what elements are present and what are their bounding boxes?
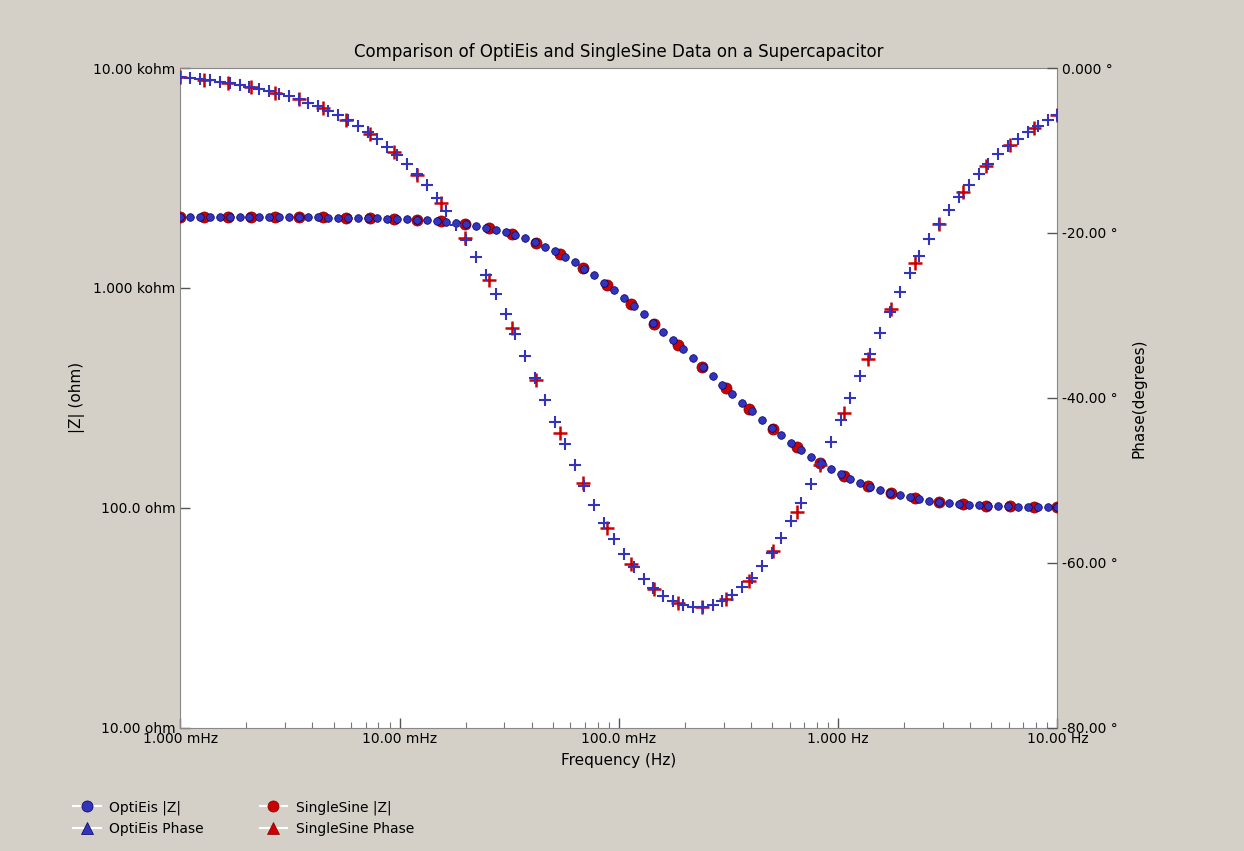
Title: Comparison of OptiEis and SingleSine Data on a Supercapacitor: Comparison of OptiEis and SingleSine Dat… xyxy=(355,43,883,61)
Y-axis label: Phase(degrees): Phase(degrees) xyxy=(1132,338,1147,458)
Y-axis label: |Z| (ohm): |Z| (ohm) xyxy=(68,363,85,433)
X-axis label: Frequency (Hz): Frequency (Hz) xyxy=(561,753,677,768)
Legend: OptiEis |Z|, OptiEis Phase, SingleSine |Z|, SingleSine Phase: OptiEis |Z|, OptiEis Phase, SingleSine |… xyxy=(70,796,418,840)
